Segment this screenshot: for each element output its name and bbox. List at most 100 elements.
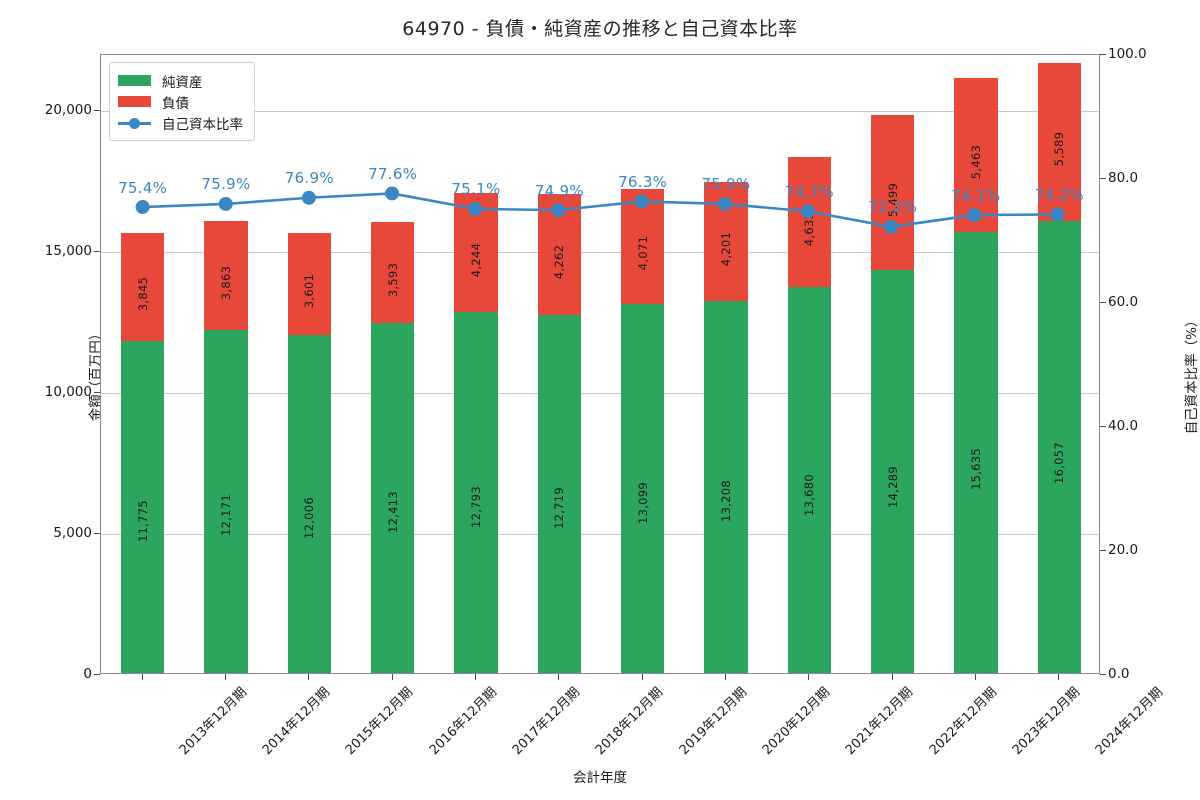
bar-value-label-liability: 3,601 <box>302 273 317 309</box>
bar-value-label-equity: 13,680 <box>802 473 817 516</box>
x-axis-tick-label: 2020年12月期 <box>759 684 834 759</box>
bar-value-label-liability: 5,589 <box>1052 131 1067 166</box>
bar-segment-equity[interactable] <box>121 341 165 673</box>
bar-group[interactable]: 12,006 3,601 <box>287 53 331 673</box>
bar-segment-equity[interactable] <box>954 232 998 673</box>
bar-value-label-liability: 5,463 <box>968 145 983 180</box>
bar-group[interactable]: 16,057 5,589 <box>1037 53 1081 673</box>
x-axis-tickmark <box>308 674 310 680</box>
bar-segment-equity[interactable] <box>537 314 581 673</box>
bar-segment-equity[interactable] <box>371 323 415 673</box>
legend-label-equity: 純資産 <box>162 74 203 91</box>
y-axis-tick-right: 20.0 <box>1108 542 1139 558</box>
y-axis-tickmark-left <box>94 392 100 394</box>
y-axis-tickmark-right <box>1100 302 1106 303</box>
bar-value-label-equity: 13,099 <box>635 481 650 524</box>
bar-value-label-equity: 16,057 <box>1052 441 1067 484</box>
x-axis-tickmark <box>475 674 476 680</box>
bar-segment-liability[interactable] <box>204 221 248 330</box>
x-axis-tick-label: 2023年12月期 <box>1009 684 1084 759</box>
bar-group[interactable]: 12,413 3,593 <box>371 53 415 673</box>
y-axis-tick-left: 20,000 <box>44 102 92 119</box>
ratio-value-label: 76.9% <box>284 169 334 188</box>
bar-value-label-equity: 14,289 <box>885 465 900 508</box>
bar-group[interactable]: 12,171 3,863 <box>204 53 248 673</box>
bar-value-label-equity: 15,635 <box>968 447 983 490</box>
legend-label-liability: 負債 <box>162 95 189 112</box>
ratio-value-label: 72.2% <box>868 198 918 217</box>
x-axis-tickmark <box>225 674 226 680</box>
x-axis-tick-label: 2018年12月期 <box>593 684 667 759</box>
legend: 純資産 負債 自己資本比率 <box>109 62 255 141</box>
x-axis-tick-label: 2019年12月期 <box>676 684 750 759</box>
bar-group[interactable]: 13,680 4,635 <box>787 53 831 673</box>
y-axis-tickmark-left <box>94 110 100 112</box>
bar-value-label-equity: 12,413 <box>385 491 400 534</box>
y-axis-tickmark-right <box>1100 426 1106 427</box>
y-axis-tickmark-right <box>1100 54 1106 55</box>
bar-segment-equity[interactable] <box>204 330 248 673</box>
grid-line <box>101 111 1099 113</box>
bar-segment-equity[interactable] <box>287 334 331 673</box>
bar-segment-liability[interactable] <box>121 232 165 342</box>
x-axis-tickmark <box>808 674 810 680</box>
bar-segment-equity[interactable] <box>704 300 748 673</box>
bar-group[interactable]: 13,099 4,071 <box>621 53 665 673</box>
x-axis-tickmark <box>1058 674 1060 680</box>
bar-segment-equity[interactable] <box>787 287 831 673</box>
y-axis-tickmark-left <box>94 533 100 535</box>
bar-value-label-liability: 3,845 <box>135 276 150 312</box>
x-axis-label: 会計年度 <box>573 770 627 786</box>
ratio-value-label: 74.7% <box>784 182 834 201</box>
x-axis-tick-label: 2015年12月期 <box>343 684 417 759</box>
y-axis-tickmark-right <box>1100 550 1106 551</box>
y-axis-tick-right: 80.0 <box>1108 170 1139 186</box>
x-axis-tick-label: 2013年12月期 <box>176 684 250 759</box>
bar-segment-equity[interactable] <box>621 303 665 673</box>
bar-value-label-liability: 4,262 <box>552 244 567 279</box>
bar-group[interactable]: 13,208 4,201 <box>704 53 748 673</box>
bar-value-label-equity: 13,208 <box>718 480 733 523</box>
x-axis-tick-label: 2017年12月期 <box>509 684 584 759</box>
bar-group[interactable]: 11,775 3,845 <box>121 53 165 673</box>
ratio-value-label: 77.6% <box>368 164 418 183</box>
bar-segment-equity[interactable] <box>1037 220 1081 673</box>
bar-group[interactable]: 15,635 5,463 <box>954 53 998 673</box>
ratio-value-label: 75.1% <box>451 180 501 199</box>
y-axis-tick-left: 5,000 <box>53 525 92 542</box>
legend-line-marker-icon <box>118 116 151 129</box>
ratio-value-label: 74.2% <box>1034 185 1084 204</box>
y-axis-tickmark-right <box>1100 674 1106 675</box>
bar-value-label-liability: 3,863 <box>218 265 233 300</box>
bar-segment-equity[interactable] <box>871 270 915 673</box>
y-axis-tick-left: 0 <box>83 666 92 682</box>
x-axis-tickmark <box>891 674 893 680</box>
bar-value-label-equity: 12,719 <box>552 486 567 529</box>
y-axis-tickmark-left <box>94 674 100 675</box>
x-axis-tick-label: 2022年12月期 <box>926 684 1000 759</box>
bar-group[interactable]: 12,719 4,262 <box>537 53 581 673</box>
x-axis-tickmark <box>641 674 643 680</box>
bar-value-label-liability: 4,071 <box>635 236 650 271</box>
bar-segment-equity[interactable] <box>454 312 498 673</box>
x-axis-tick-label: 2016年12月期 <box>426 684 500 759</box>
bar-value-label-liability: 4,635 <box>802 211 817 247</box>
legend-item-equity[interactable]: 純資産 <box>118 70 243 91</box>
x-axis-tickmark <box>558 674 560 680</box>
bar-group[interactable]: 12,793 4,244 <box>454 53 498 673</box>
bar-value-label-equity: 12,171 <box>218 494 233 537</box>
grid-line <box>101 393 1099 395</box>
y-axis-tick-left: 10,000 <box>44 384 92 401</box>
legend-item-ratio[interactable]: 自己資本比率 <box>118 112 243 133</box>
legend-item-liability[interactable]: 負債 <box>118 91 243 112</box>
ratio-value-label: 75.4% <box>118 178 168 197</box>
bar-segment-liability[interactable] <box>287 233 331 335</box>
bar-group[interactable]: 14,289 5,499 <box>871 53 915 673</box>
x-axis-tickmark <box>725 674 726 680</box>
bar-value-label-liability: 4,201 <box>718 231 733 266</box>
bar-value-label-liability: 4,244 <box>468 242 483 277</box>
ratio-value-label: 75.9% <box>701 175 751 194</box>
bar-value-label-equity: 11,775 <box>135 499 150 542</box>
bar-segment-liability[interactable] <box>371 221 415 324</box>
